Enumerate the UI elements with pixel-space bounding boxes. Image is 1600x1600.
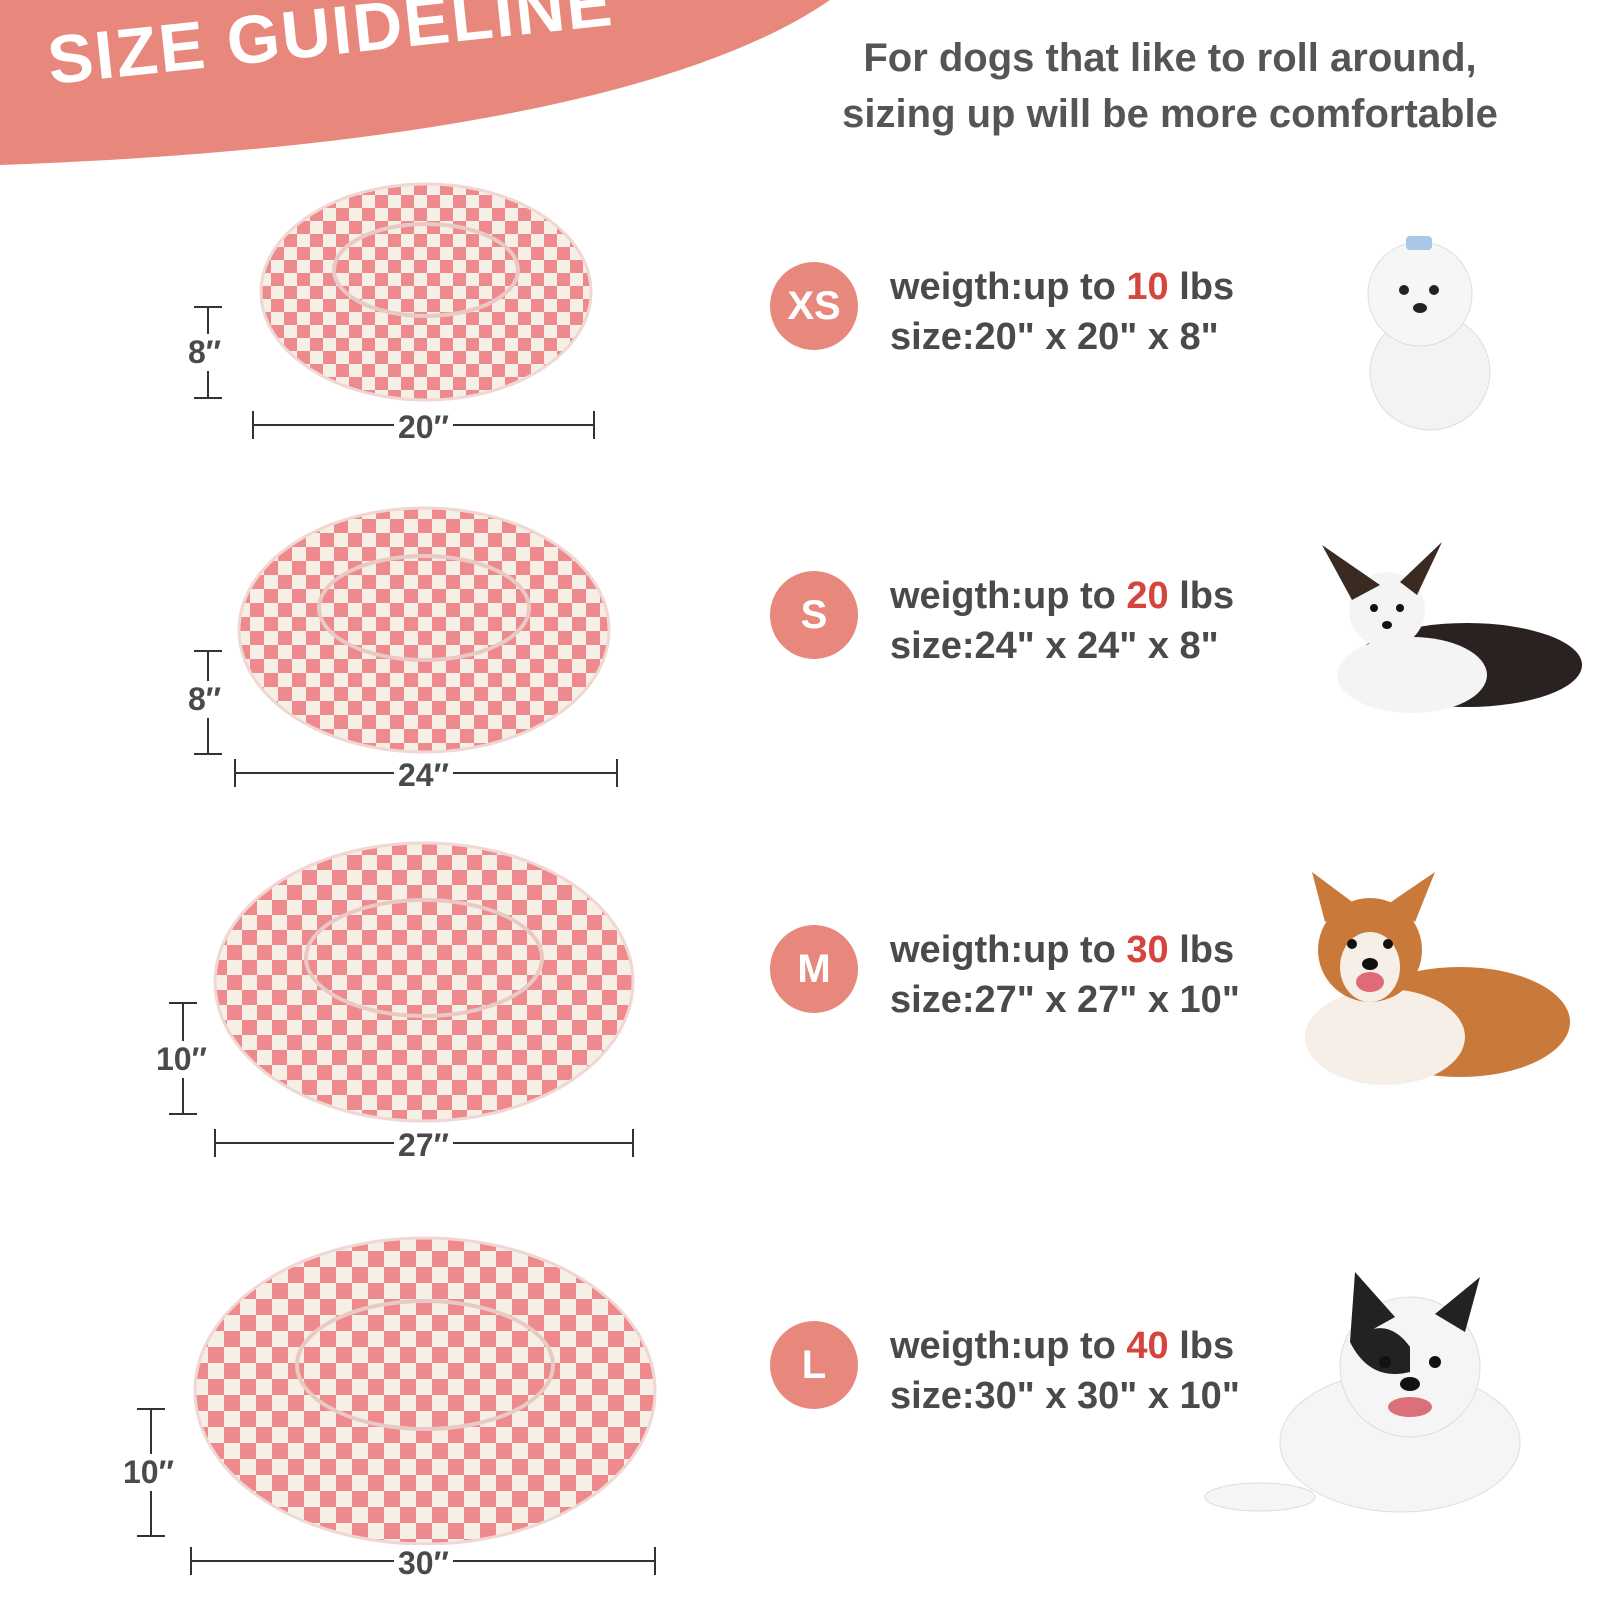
size-text-xs: size:20" x 20" x 8" — [890, 316, 1219, 358]
weight-value-l: 40 — [1126, 1325, 1169, 1367]
weight-text-l: weigth:up to 40 lbs — [890, 1325, 1235, 1367]
size-badge-s: S — [770, 571, 858, 659]
tagline: For dogs that like to roll around, sizin… — [800, 30, 1540, 142]
height-label-m: 10″ — [156, 1041, 207, 1078]
width-label-l: 30″ — [394, 1545, 453, 1582]
size-badge-xs: XS — [770, 262, 858, 350]
tagline-line-1: For dogs that like to roll around, — [863, 36, 1477, 80]
weight-text-xs: weigth:up to 10 lbs — [890, 266, 1235, 308]
width-label-xs: 20″ — [394, 409, 453, 446]
weight-value-s: 20 — [1126, 575, 1169, 617]
size-text-s: size:24" x 24" x 8" — [890, 625, 1219, 667]
spec-l: weigth:up to 40 lbs size:30" x 30" x 10" — [890, 1321, 1240, 1421]
title-banner — [0, 0, 830, 165]
spec-s: weigth:up to 20 lbs size:24" x 24" x 8" — [890, 571, 1234, 671]
spec-xs: weigth:up to 10 lbs size:20" x 20" x 8" — [890, 262, 1234, 362]
width-label-m: 27″ — [394, 1127, 453, 1164]
bed-image-s — [237, 506, 611, 754]
weight-value-m: 30 — [1126, 929, 1169, 971]
white-maltese-dog — [1367, 236, 1491, 431]
height-label-xs: 8″ — [188, 334, 222, 371]
weight-value-xs: 10 — [1126, 266, 1169, 308]
size-badge-l: L — [770, 1321, 858, 1409]
weight-text-m: weigth:up to 30 lbs — [890, 929, 1235, 971]
bed-image-xs — [259, 182, 593, 402]
size-text-m: size:27" x 27" x 10" — [890, 979, 1240, 1021]
corgi-dog — [1305, 872, 1570, 1085]
french-bulldog — [1204, 1272, 1521, 1513]
width-label-s: 24″ — [394, 757, 453, 794]
weight-text-s: weigth:up to 20 lbs — [890, 575, 1235, 617]
bed-image-m — [213, 841, 635, 1123]
size-badge-m: M — [770, 925, 858, 1013]
bed-image-l — [193, 1236, 657, 1546]
height-label-s: 8″ — [188, 681, 222, 718]
size-text-l: size:30" x 30" x 10" — [890, 1375, 1240, 1417]
papillon-dog — [1322, 542, 1582, 713]
height-label-l: 10″ — [123, 1454, 174, 1491]
tagline-line-2: sizing up will be more comfortable — [842, 92, 1498, 136]
spec-m: weigth:up to 30 lbs size:27" x 27" x 10" — [890, 925, 1240, 1025]
